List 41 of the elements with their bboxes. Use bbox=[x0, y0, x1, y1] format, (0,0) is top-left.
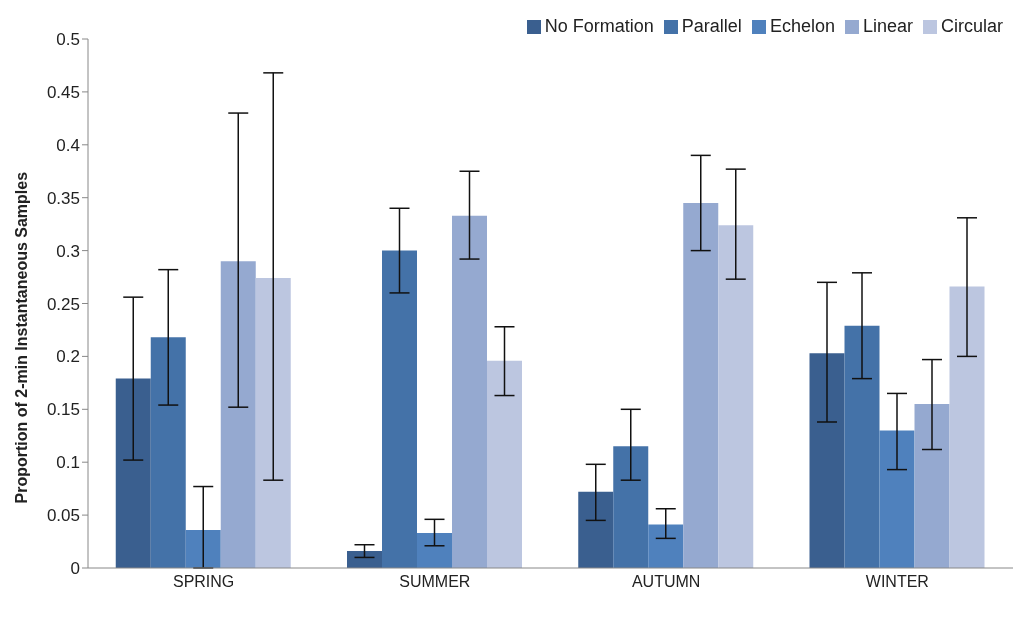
bar bbox=[578, 491, 614, 568]
x-tick-label: SUMMER bbox=[399, 573, 471, 591]
y-tick-label: 0.25 bbox=[46, 294, 80, 314]
bar bbox=[220, 261, 256, 568]
y-tick-label: 0.5 bbox=[56, 30, 80, 50]
bar bbox=[150, 337, 186, 568]
x-tick-label: AUTUMN bbox=[631, 573, 701, 591]
bar bbox=[914, 404, 950, 568]
bar bbox=[347, 551, 382, 568]
bar bbox=[255, 278, 291, 568]
bar bbox=[648, 524, 684, 568]
legend-label: Circular bbox=[940, 16, 1003, 36]
bar bbox=[487, 360, 522, 568]
bar bbox=[879, 430, 915, 568]
bar bbox=[949, 286, 985, 568]
bar bbox=[452, 215, 487, 568]
bar bbox=[417, 533, 452, 568]
bar bbox=[613, 446, 649, 568]
legend-label: Parallel bbox=[681, 16, 742, 36]
bar bbox=[115, 378, 151, 568]
y-tick-label: 0.1 bbox=[56, 453, 80, 473]
legend-label: Echelon bbox=[769, 16, 835, 36]
y-tick-label: 0.15 bbox=[46, 400, 80, 420]
bar bbox=[185, 529, 221, 568]
y-tick-label: 0.3 bbox=[56, 241, 80, 261]
y-tick-label: 0 bbox=[70, 559, 80, 579]
y-tick-label: 0.05 bbox=[46, 506, 80, 526]
bar bbox=[382, 250, 417, 568]
y-tick-label: 0.45 bbox=[46, 82, 80, 102]
legend-label: No Formation bbox=[544, 16, 654, 36]
legend-label: Linear bbox=[862, 16, 913, 36]
bar bbox=[683, 202, 719, 568]
bar bbox=[809, 353, 845, 568]
bar bbox=[718, 225, 754, 568]
bar bbox=[844, 325, 880, 568]
x-tick-label: WINTER bbox=[865, 573, 929, 591]
y-axis-title: Proportion of 2-min Instantaneous Samples bbox=[12, 171, 30, 504]
x-tick-label: SPRING bbox=[172, 573, 235, 591]
y-tick-label: 0.35 bbox=[46, 188, 80, 208]
y-tick-label: 0.2 bbox=[56, 347, 80, 367]
y-tick-label: 0.4 bbox=[56, 135, 80, 155]
